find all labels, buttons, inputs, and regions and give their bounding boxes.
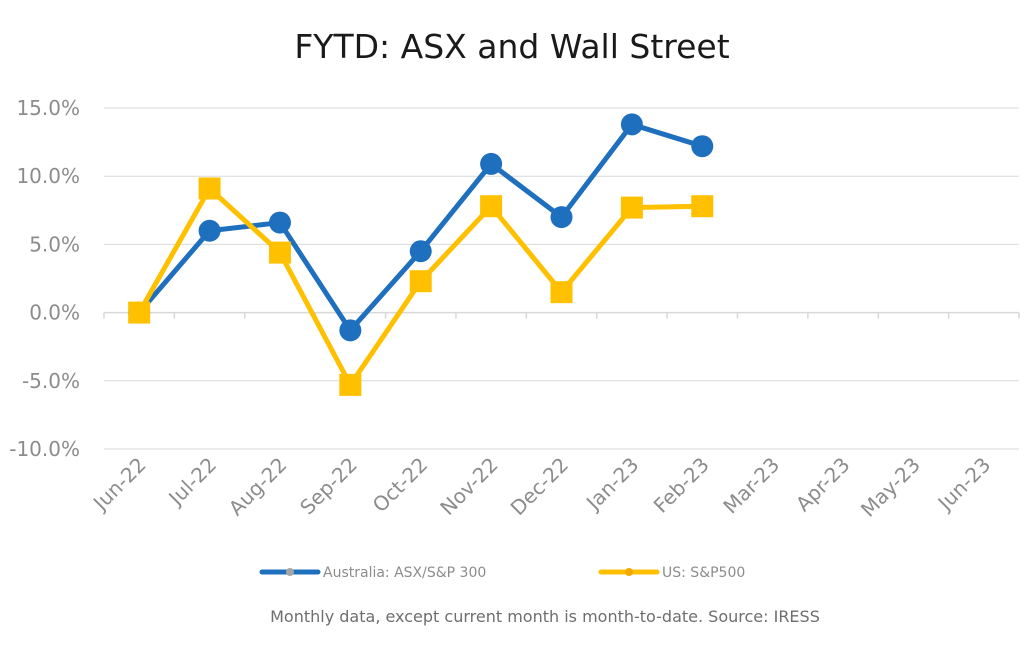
x-tick-label: Jun-22 (87, 453, 151, 517)
y-tick-label: 10.0% (16, 164, 80, 188)
y-tick-label: 15.0% (16, 96, 80, 120)
legend-swatch-marker (286, 568, 294, 576)
legend: Australia: ASX/S&P 300 US: S&P500 (259, 565, 745, 581)
data-point (268, 241, 291, 264)
data-point (691, 195, 714, 218)
data-point (480, 195, 503, 218)
series-2 (128, 177, 714, 396)
y-axis: 15.0% 10.0% 5.0% 0.0% -5.0% -10.0% (9, 96, 80, 461)
y-tick-label: 0.0% (29, 301, 80, 325)
data-point (128, 301, 151, 324)
legend-swatch-marker (625, 568, 633, 576)
x-tick-label: May-23 (856, 453, 925, 522)
data-point (268, 211, 291, 234)
y-tick-label: 5.0% (29, 232, 80, 256)
legend-label: US: S&P500 (662, 565, 745, 581)
x-tick-label: Aug-22 (224, 453, 292, 521)
data-point (691, 135, 714, 158)
data-point (198, 177, 221, 200)
x-tick-label: Mar-23 (718, 453, 784, 519)
data-point (409, 270, 432, 293)
x-tick-label: Feb-23 (649, 453, 714, 518)
data-point (550, 206, 573, 229)
y-tick-label: -10.0% (9, 437, 80, 461)
x-tick-label: Jul-22 (163, 453, 222, 512)
legend-item-2: US: S&P500 (598, 565, 745, 581)
data-point (409, 240, 432, 263)
data-point (339, 319, 362, 342)
grid (103, 107, 1020, 450)
x-tick-label: Dec-22 (506, 453, 573, 520)
footnote: Monthly data, except current month is mo… (270, 607, 820, 626)
y-tick-label: -5.0% (22, 369, 80, 393)
data-point (198, 219, 221, 242)
x-tick-label: Apr-23 (791, 453, 855, 517)
x-tick-label: Sep-22 (295, 453, 362, 520)
series-1 (128, 113, 714, 342)
legend-item-1: Australia: ASX/S&P 300 (259, 565, 486, 581)
x-axis: Jun-22 Jul-22 Aug-22 Sep-22 Oct-22 Nov-22 Dec-… (87, 453, 995, 522)
chart-title: FYTD: ASX and Wall Street (294, 27, 729, 66)
data-point (550, 281, 573, 304)
x-tick-label: Jun-23 (932, 453, 996, 517)
data-point (480, 152, 503, 175)
series-layer (128, 113, 714, 396)
x-tick-label: Nov-22 (435, 453, 502, 520)
x-tick-label: Oct-22 (368, 453, 433, 518)
data-point (620, 113, 643, 136)
x-tick-label: Jan-23 (580, 453, 643, 516)
data-point (339, 373, 362, 396)
legend-label: Australia: ASX/S&P 300 (323, 565, 486, 581)
data-point (620, 196, 643, 219)
